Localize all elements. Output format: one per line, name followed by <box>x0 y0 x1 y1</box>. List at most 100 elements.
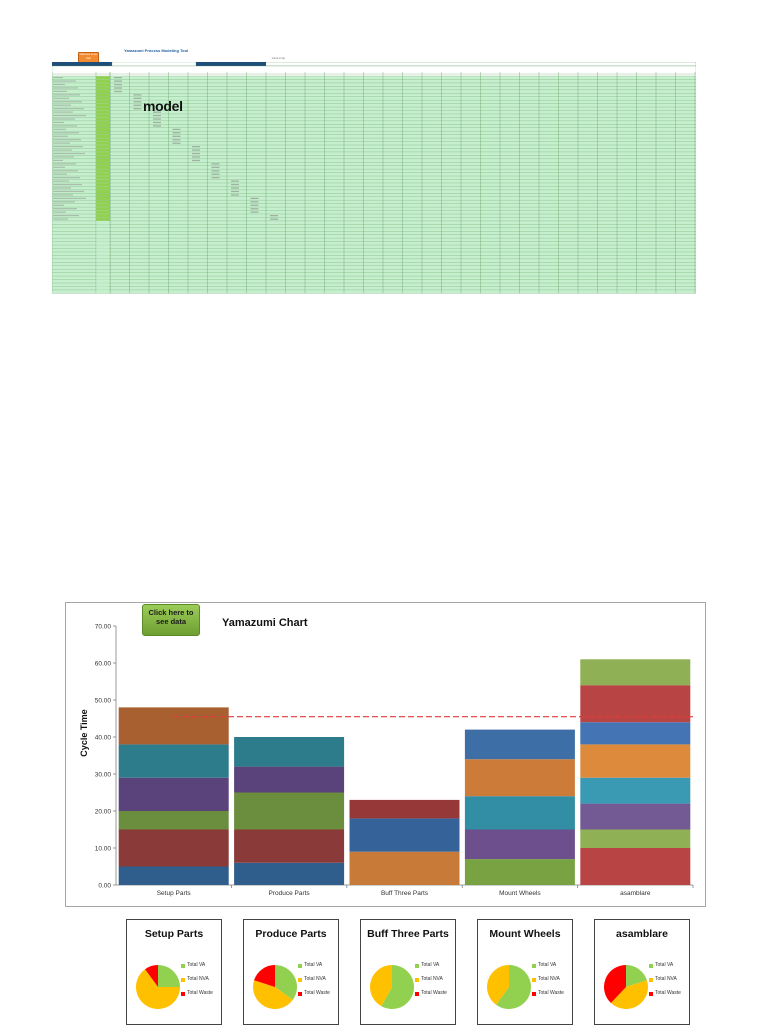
sheet-time-entry <box>250 201 259 203</box>
legend-label: Total NVA <box>304 976 326 982</box>
sheet-row-label <box>53 163 76 165</box>
sheet-time-entry <box>211 163 220 165</box>
sheet-time-entry <box>153 114 161 117</box>
sheet-time-entry <box>133 104 142 106</box>
sheet-time-entry <box>270 215 278 217</box>
bar-segment <box>118 866 229 885</box>
sheet-time-entry <box>211 170 220 172</box>
sheet-type-cell <box>96 269 110 273</box>
y-tick-label: 70.00 <box>95 624 112 631</box>
pie-chart <box>253 965 297 1009</box>
sheet-note: Jump to top <box>272 57 286 60</box>
sheet-time-entry <box>172 142 181 144</box>
pie-title: asamblare <box>616 928 668 940</box>
bar-segment <box>464 859 575 885</box>
sheet-row-label <box>53 156 74 158</box>
pie-title: Mount Wheels <box>489 928 561 940</box>
sheet-row-label <box>53 94 80 96</box>
legend-label: Total VA <box>304 962 323 968</box>
sheet-type-cell <box>96 255 110 259</box>
legend-entry-nva: Total NVA <box>532 976 564 983</box>
sheet-row-label <box>53 104 71 106</box>
pie-slice-va <box>496 965 531 1009</box>
sheet-type-cell <box>96 224 110 228</box>
sheet-time-entry <box>211 166 220 168</box>
bar-segment <box>349 851 460 885</box>
sheet-row-label <box>53 187 71 189</box>
sheet-time-entry <box>133 97 142 99</box>
sheet-type-cell <box>96 83 110 87</box>
sheet-header-dark-mid <box>196 62 266 66</box>
pie-slice-nva <box>487 965 509 1005</box>
sheet-time-entry <box>211 177 220 179</box>
sheet-type-cell <box>96 155 110 159</box>
sheet-row-label <box>53 218 68 220</box>
sheet-type-cell <box>96 217 110 221</box>
sheet-type-cell <box>96 169 110 173</box>
sheet-type-cell <box>96 248 110 252</box>
legend-label: Total Waste <box>421 990 447 996</box>
sheet-row-label <box>53 87 78 89</box>
pie-title: Buff Three Parts <box>367 928 449 940</box>
legend-entry-waste: Total Waste <box>532 990 564 997</box>
pie-slice-nva <box>370 965 392 1007</box>
sheet-time-entry <box>211 173 220 175</box>
x-tick-label: Setup Parts <box>157 890 192 897</box>
y-tick-label: 20.00 <box>95 809 112 816</box>
legend-label: Total Waste <box>538 990 564 996</box>
pie-chart <box>604 965 648 1009</box>
sheet-row-label <box>53 97 69 99</box>
pie-legend: Total VA Total NVA Total Waste <box>415 962 447 1004</box>
sheet-type-cell <box>96 259 110 263</box>
sheet-row-label <box>53 173 67 175</box>
x-tick-label: Produce Parts <box>269 890 311 897</box>
bar-segment <box>118 707 229 745</box>
sheet-row-label <box>53 166 65 168</box>
see-data-button[interactable]: Click here to see data <box>142 604 200 636</box>
sheet-type-cell <box>96 114 110 118</box>
sheet-row-label <box>53 135 68 137</box>
process-spreadsheet[interactable] <box>52 62 696 296</box>
pie-slice-va <box>381 965 414 1009</box>
sheet-type-cell <box>96 121 110 125</box>
legend-label: Total NVA <box>421 976 443 982</box>
legend-swatch <box>415 991 419 996</box>
sheet-type-cell <box>96 231 110 235</box>
sheet-type-cell <box>96 141 110 145</box>
sheet-type-cell <box>96 238 110 242</box>
bar-segment <box>349 818 460 852</box>
legend-entry-nva: Total NVA <box>415 976 447 983</box>
pie-slice-nva <box>253 980 293 1009</box>
bar-segment <box>580 848 691 885</box>
pie-chart <box>487 965 531 1009</box>
sheet-type-cell <box>96 165 110 169</box>
legend-swatch <box>415 977 419 982</box>
sheet-type-cell <box>96 272 110 276</box>
sheet-type-cell <box>96 286 110 290</box>
sheet-row-label <box>53 146 83 148</box>
sheet-time-entry <box>231 194 239 196</box>
chart-title: Yamazumi Chart <box>222 617 308 629</box>
pie-title: Produce Parts <box>255 928 327 940</box>
sheet-time-entry <box>114 87 122 89</box>
sheet-row-label <box>53 149 72 151</box>
sheet-type-cell <box>96 207 110 211</box>
sheet-type-cell <box>96 76 110 80</box>
sheet-row-label <box>53 204 64 206</box>
sheet-row-label <box>53 139 81 141</box>
sheet-type-cell <box>96 186 110 190</box>
sheet-type-cell <box>96 221 110 225</box>
y-tick-label: 30.00 <box>95 772 112 779</box>
bar-segment <box>464 729 575 760</box>
sheet-time-entry <box>133 101 142 103</box>
legend-label: Total Waste <box>655 990 681 996</box>
sheet-row-label <box>53 201 75 203</box>
sheet-type-cell <box>96 148 110 152</box>
legend-swatch <box>298 991 302 996</box>
bar-segment <box>234 862 345 885</box>
sheet-type-cell <box>96 179 110 183</box>
sheet-row-label <box>53 180 69 182</box>
sheet-time-entry <box>114 80 122 82</box>
sheet-title: Yamazumi Process Modeling Tool <box>124 48 189 53</box>
sheet-time-entry <box>114 83 122 86</box>
